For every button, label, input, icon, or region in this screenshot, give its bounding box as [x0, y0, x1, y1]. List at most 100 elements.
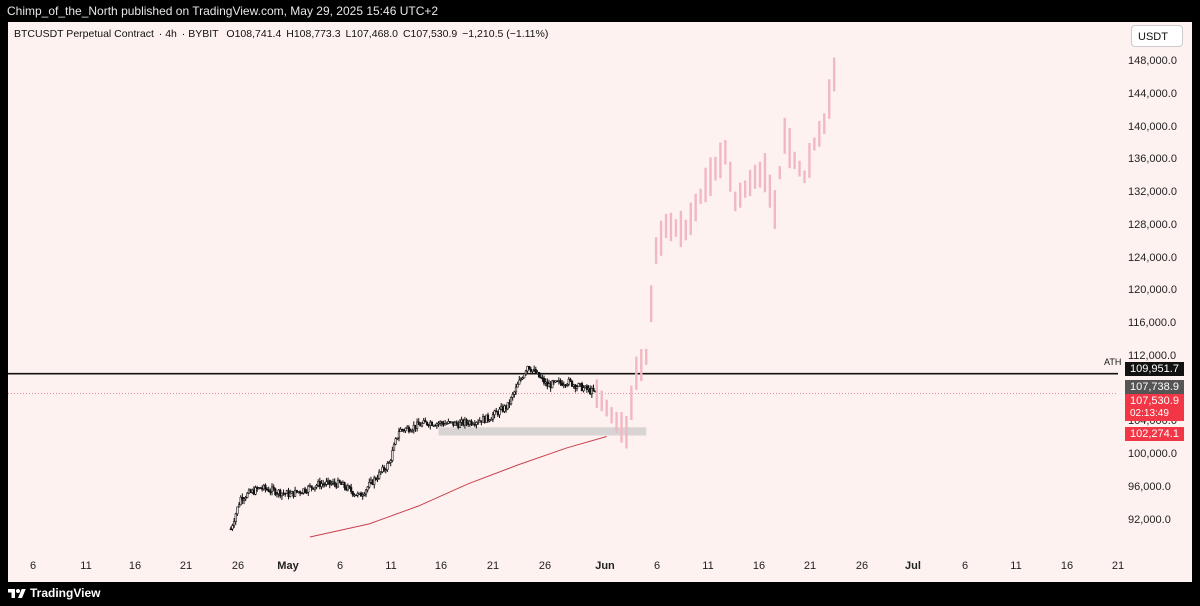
candle-body [582, 387, 585, 392]
projection-bar [773, 190, 777, 230]
projection-bar [719, 142, 722, 179]
candle-body [270, 486, 274, 493]
candle-body [233, 521, 236, 526]
moving-average-tag: 102,274.1 [1125, 427, 1184, 441]
projection-bar [739, 182, 742, 208]
candle-body [417, 421, 420, 425]
candle-body [305, 491, 308, 494]
candle-body [269, 491, 272, 493]
projection-bar [778, 166, 781, 180]
price-chart[interactable] [8, 22, 1192, 582]
candle-body [513, 391, 516, 395]
candle-body [346, 485, 349, 491]
candle-body [519, 378, 523, 381]
projection-bar [753, 164, 757, 189]
candle-body [264, 484, 267, 490]
projection-bar [714, 156, 717, 181]
candle-body [239, 496, 242, 506]
candle-body [476, 421, 480, 424]
publisher-text: Chimp_of_the_North published on TradingV… [7, 4, 439, 18]
candle-body [300, 492, 303, 495]
time-tick-label: 16 [1060, 560, 1074, 572]
candle-body [415, 421, 419, 429]
projection-bar [659, 220, 663, 256]
candle-body [384, 469, 387, 472]
candle-body [475, 422, 478, 425]
candle-body [242, 498, 246, 501]
time-tick-label: Jul [905, 560, 921, 572]
symbol-name[interactable]: BTCUSDT Perpetual Contract [14, 28, 154, 40]
candle-body [455, 421, 458, 425]
projection-bar [625, 415, 628, 449]
candle-body [376, 478, 379, 480]
projection-bar [645, 348, 648, 365]
candle-body [333, 481, 336, 485]
candle-body [237, 504, 241, 508]
projection-bar [803, 170, 806, 184]
projection-bar [813, 137, 816, 151]
interval-label[interactable]: 4h [165, 28, 177, 40]
candle-body [511, 393, 514, 398]
tradingview-logo-icon[interactable] [8, 587, 26, 601]
candle-body [392, 443, 396, 451]
candle-body [509, 396, 513, 405]
ath-label: ATH [1104, 357, 1122, 367]
candle-body [350, 487, 353, 492]
candle-body [495, 410, 498, 413]
candle-body [313, 486, 316, 490]
candle-body [518, 379, 521, 385]
price-tick-label: 136,000.0 [1128, 153, 1177, 166]
candle-body [458, 421, 462, 428]
candle-body [470, 420, 473, 425]
candle-body [528, 365, 531, 370]
time-tick-label: 16 [434, 560, 448, 572]
candle-body [272, 486, 275, 490]
candle-body [551, 380, 554, 389]
reference-price-tag: 107,738.9 [1125, 380, 1184, 394]
time-tick-label: 21 [486, 560, 500, 572]
projection-bar [615, 411, 618, 433]
chart-pane[interactable]: BTCUSDT Perpetual Contract · 4h · BYBIT … [8, 22, 1192, 582]
candle-body [295, 489, 298, 493]
candle-body [566, 383, 569, 386]
currency-button[interactable]: USDT [1131, 25, 1183, 47]
candle-body [294, 489, 297, 497]
candle-body [537, 371, 541, 378]
candle-body [330, 483, 333, 485]
projection-bar [679, 210, 683, 248]
candle-body [430, 421, 434, 426]
price-tick-label: 100,000.0 [1128, 448, 1177, 461]
candle-body [254, 487, 257, 495]
time-tick-label: 11 [385, 560, 397, 572]
candle-body [368, 482, 371, 488]
footer-brand[interactable]: TradingView [30, 586, 101, 600]
price-tick-label: 92,000.0 [1128, 513, 1171, 526]
projection-bar [649, 285, 653, 323]
projection-bar [768, 174, 772, 208]
candle-body [498, 408, 501, 416]
time-tick-label: 21 [179, 560, 193, 572]
candle-body [389, 460, 392, 463]
candle-body [407, 426, 410, 432]
candle-body [424, 420, 427, 423]
projection-bar [704, 167, 707, 203]
candle-body [506, 402, 509, 410]
candle-body [387, 462, 391, 464]
high-value: H108,773.3 [286, 28, 341, 40]
time-tick-label: 21 [1111, 560, 1125, 572]
projection-bar [600, 390, 603, 412]
time-tick-label: 21 [803, 560, 817, 572]
candle-body [325, 481, 328, 485]
open-value: O108,741.4 [226, 28, 282, 40]
candle-body [244, 497, 247, 500]
time-tick-label: 11 [702, 560, 714, 572]
candle-body [351, 491, 354, 496]
candle-body [531, 369, 534, 372]
candle-body [391, 450, 394, 461]
time-tick-label: 6 [29, 560, 37, 572]
projection-bar [734, 191, 737, 212]
candle-body [445, 423, 448, 425]
candle-body [592, 388, 595, 392]
time-tick-label: May [277, 560, 299, 572]
candle-body [310, 485, 313, 489]
